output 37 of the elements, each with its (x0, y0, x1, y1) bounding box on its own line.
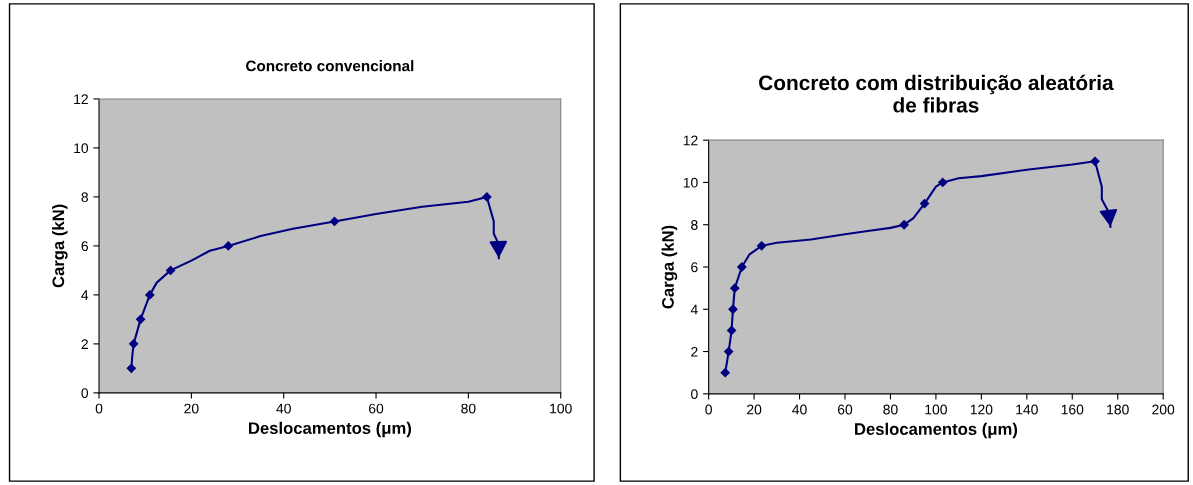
x-tick-label: 140 (1016, 404, 1038, 415)
x-tick-label: 20 (747, 404, 762, 415)
y-tick-label: 0 (691, 389, 698, 399)
x-tick-label: 0 (95, 403, 103, 414)
x-tick-label: 100 (925, 404, 947, 415)
x-tick-label: 40 (276, 403, 291, 414)
y-tick-label: 6 (81, 241, 88, 252)
y-tick-label: 12 (74, 94, 88, 104)
y-tick-label: 12 (683, 135, 698, 146)
x-tick-label: 80 (461, 403, 476, 414)
y-tick-label: 2 (691, 346, 698, 357)
y-tick-label: 10 (683, 177, 698, 188)
chart-title: Concreto convencional (246, 60, 414, 72)
x-tick-label: 60 (369, 403, 384, 414)
x-axis-title: Deslocamentos (μm) (249, 421, 412, 438)
y-tick-label: 8 (691, 220, 698, 230)
y-tick-label: 8 (81, 192, 88, 203)
y-tick-label: 4 (81, 290, 89, 300)
x-tick-label: 180 (1107, 404, 1129, 415)
x-tick-label: 160 (1061, 404, 1084, 415)
x-tick-label: 20 (184, 403, 199, 414)
y-axis-title: Carga (kN) (51, 204, 68, 288)
y-tick-label: 10 (74, 143, 89, 154)
x-axis-title: Deslocamentos (μm) (855, 422, 1018, 439)
x-tick-label: 200 (1152, 404, 1175, 415)
y-tick-label: 2 (81, 339, 88, 349)
y-tick-label: 0 (81, 388, 89, 399)
x-tick-label: 120 (970, 404, 993, 415)
x-tick-label: 100 (550, 403, 572, 414)
x-tick-label: 40 (792, 404, 807, 415)
x-tick-label: 80 (883, 404, 898, 415)
chart-title: Concreto com distribuição aleatória de fibras (759, 74, 1114, 113)
y-tick-label: 6 (691, 262, 698, 273)
y-axis-title: Carga (kN) (661, 225, 678, 309)
x-tick-label: 0 (705, 404, 712, 415)
y-tick-label: 4 (690, 304, 698, 315)
x-tick-label: 60 (837, 404, 853, 415)
